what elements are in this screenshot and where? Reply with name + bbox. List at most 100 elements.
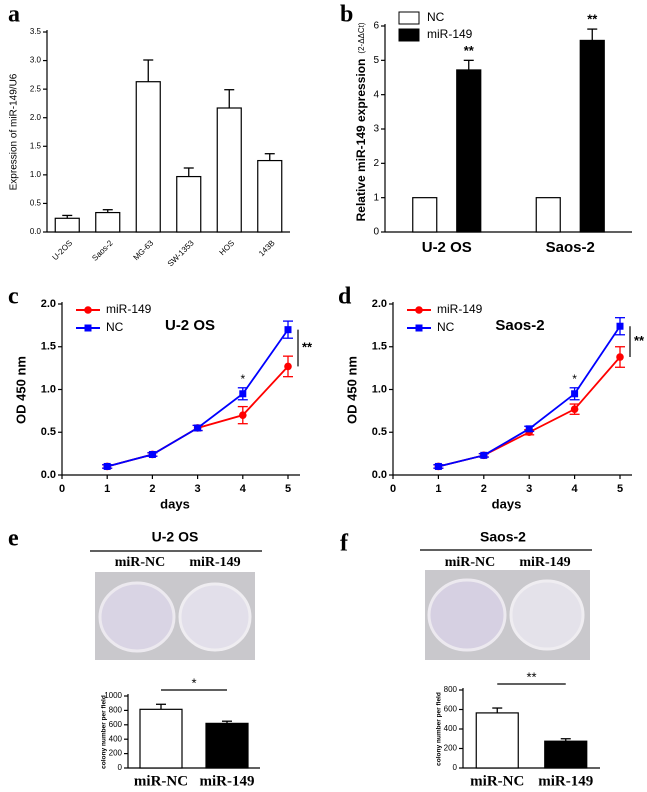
x-tick-label: miR-149: [200, 773, 255, 789]
x-tick-label: SW-1353: [166, 238, 196, 268]
y-tick-label: 3: [373, 124, 379, 135]
y-tick-label: 1.0: [372, 383, 387, 395]
line: [438, 356, 621, 468]
y-tick-label: 0.5: [372, 426, 387, 438]
y-tick-label: 1.5: [30, 141, 42, 150]
legend-label: miR-149: [427, 27, 473, 41]
photo-label: miR-149: [519, 555, 570, 570]
panel-e: e U-2 OS miR-NC miR-149 0 200 400 600 800 1000col…: [8, 526, 260, 789]
y-tick-label: 0.5: [41, 426, 56, 438]
significance: *: [240, 372, 245, 386]
marker: [616, 353, 624, 361]
panel-title: Saos-2: [480, 529, 526, 545]
x-tick-label: HOS: [218, 239, 237, 258]
x-tick-label: MG-63: [132, 238, 156, 262]
x-tick-label: U-2OS: [51, 239, 75, 263]
panel-letter: c: [8, 284, 19, 310]
dish: [427, 578, 507, 652]
y-axis-label: colony number per field: [436, 692, 443, 766]
y-tick-label: 1.0: [41, 383, 56, 395]
y-tick-label: 1000: [104, 691, 122, 700]
y-axis-label: Relative miR-149 expression: [354, 59, 368, 222]
y-tick-label: 400: [109, 734, 123, 743]
y-tick-label: 200: [444, 744, 458, 753]
y-tick-label: 800: [444, 685, 458, 694]
bar: [544, 740, 588, 769]
y-tick-label: 1.5: [41, 341, 56, 353]
y-tick-label: 200: [109, 749, 123, 758]
bar: [456, 69, 482, 233]
panel-title: U-2 OS: [152, 529, 199, 545]
x-axis-label: days: [492, 496, 522, 511]
error-bar: [62, 214, 73, 219]
y-tick-label: 1.0: [30, 170, 42, 179]
y-tick-label: 2.5: [30, 84, 42, 93]
y-tick-label: 400: [444, 724, 458, 733]
y-tick-label: 0.0: [372, 469, 387, 481]
marker: [434, 462, 442, 470]
significance: **: [526, 669, 536, 684]
panel-title: U-2 OS: [165, 317, 215, 334]
x-tick-label: 2: [481, 483, 487, 495]
panel-b: b 0 1 2 3 4 5 6 Relative miR-149 expression (2-ΔΔ…: [340, 2, 632, 256]
x-tick-label: 2: [149, 483, 155, 495]
error-bar: [492, 707, 503, 713]
bar: [579, 39, 605, 233]
panel-letter: b: [340, 2, 353, 28]
significance: **: [634, 333, 645, 348]
y-tick-label: 2.0: [372, 298, 387, 310]
x-tick-label: miR-NC: [134, 773, 188, 789]
error-bar: [224, 89, 235, 108]
x-tick-label: 3: [195, 483, 201, 495]
legend-label: NC: [437, 320, 455, 334]
y-tick-label: 3.0: [30, 56, 42, 65]
photo-label: miR-NC: [445, 555, 496, 570]
y-tick-label: 600: [444, 705, 458, 714]
x-tick-label: 4: [572, 483, 579, 495]
y-tick-label: 0.0: [41, 469, 56, 481]
significance: *: [572, 372, 577, 386]
marker: [616, 322, 624, 330]
x-tick-label: 0: [59, 483, 65, 495]
x-axis-label: days: [160, 496, 190, 511]
y-tick-label: 0.0: [30, 227, 42, 236]
x-tick-label: Saos-2: [546, 239, 595, 256]
photo-e: [90, 550, 262, 660]
marker: [148, 450, 156, 458]
x-tick-label: 5: [617, 483, 623, 495]
bar: [475, 712, 519, 769]
bar: [412, 197, 438, 233]
line: [106, 365, 289, 468]
panel-d: d Saos-2 0.0 0.5 1.0 1.5 2.0 OD 450 nm 0 1 2 3 4 5 day…: [338, 284, 645, 512]
panel-letter: e: [8, 526, 19, 552]
x-tick-label: miR-149: [538, 773, 593, 789]
photo-label: miR-149: [189, 555, 240, 570]
y-axis-unit: (2-ΔΔCt): [357, 22, 366, 53]
legend-marker: [415, 324, 423, 332]
y-tick-label: 1: [373, 192, 379, 203]
error-bar: [587, 28, 598, 41]
bar: [95, 211, 121, 233]
marker: [239, 411, 247, 419]
y-axis-label: colony number per field: [101, 695, 108, 769]
legend-marker: [84, 324, 92, 332]
dish: [178, 582, 252, 652]
error-bar: [102, 209, 113, 213]
legend-label: NC: [427, 10, 445, 24]
y-tick-label: 2: [373, 158, 379, 169]
legend-marker: [415, 306, 423, 314]
y-tick-label: 0: [453, 763, 458, 772]
significance: **: [587, 12, 598, 27]
error-bar: [222, 720, 232, 724]
bar: [257, 159, 283, 233]
dish: [509, 579, 585, 651]
y-tick-label: 3.5: [30, 27, 42, 36]
error-bar: [264, 153, 275, 161]
y-axis-label: OD 450 nm: [344, 356, 359, 424]
photo-label: miR-NC: [115, 555, 166, 570]
x-tick-label: U-2 OS: [422, 239, 472, 256]
panel-letter: a: [8, 2, 20, 28]
y-tick-label: 600: [109, 720, 123, 729]
marker: [570, 405, 579, 413]
